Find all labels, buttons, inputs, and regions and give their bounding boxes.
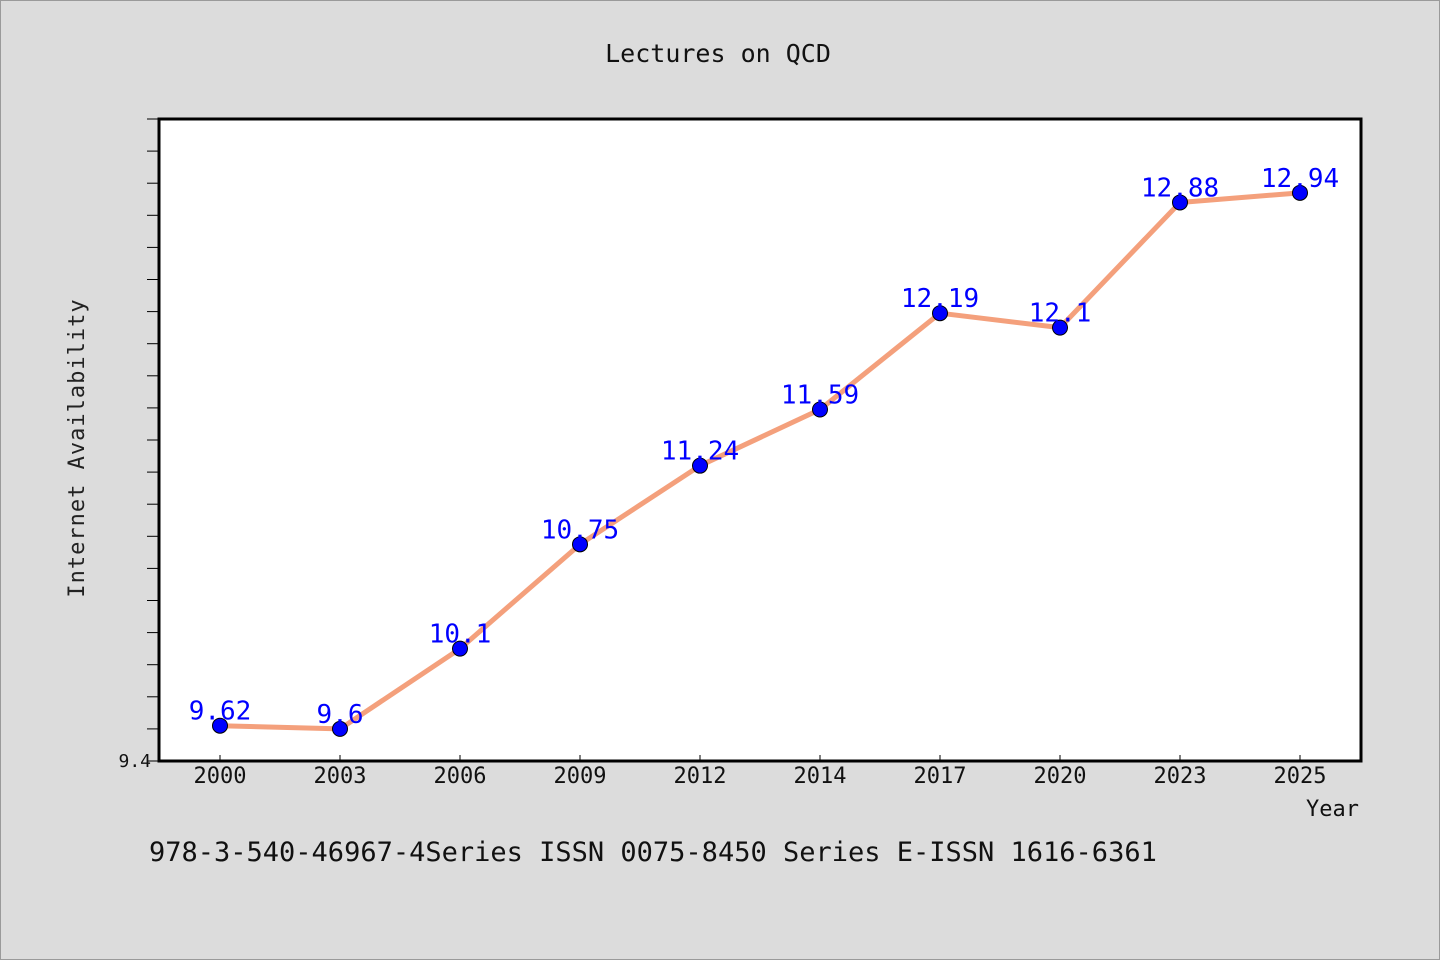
data-label: 12.19: [901, 284, 979, 314]
x-tick-label: 2003: [314, 764, 367, 789]
data-point: [212, 717, 228, 734]
data-label: 11.24: [661, 437, 739, 467]
data-label: 12.94: [1261, 164, 1339, 194]
chart-title: Lectures on QCD: [605, 39, 831, 68]
data-point: [1292, 184, 1308, 201]
x-tick-label: 2006: [434, 764, 487, 789]
data-point: [452, 640, 468, 657]
data-point: [932, 305, 948, 322]
data-label: 10.1: [429, 620, 492, 650]
data-point: [812, 401, 828, 418]
x-tick-label: 2023: [1154, 764, 1207, 789]
series-line: [217, 190, 1303, 732]
data-point: [572, 536, 588, 553]
data-point: [1052, 319, 1068, 336]
x-tick-label: 2012: [674, 764, 727, 789]
data-label: 10.75: [541, 515, 619, 545]
data-label: 9.62: [189, 697, 252, 727]
x-tick-label: 2009: [554, 764, 607, 789]
data-label: 11.59: [781, 381, 859, 411]
x-tick-label: 2014: [794, 764, 847, 789]
y-axis-label: Internet Availability: [65, 298, 90, 597]
data-point: [1172, 194, 1188, 211]
footer-text: 978-3-540-46967-4Series ISSN 0075-8450 S…: [149, 837, 1157, 868]
data-point: [692, 457, 708, 474]
data-label: 12.88: [1141, 173, 1219, 203]
series-group: 9.62 9.6 10.1 10.75 11.24 11.59 12.19 12.1 12.88…: [189, 164, 1339, 737]
x-tick-label: 2025: [1274, 764, 1327, 789]
data-point: [332, 720, 348, 737]
y-axis-ticks: [147, 118, 159, 762]
y-axis-tick-labels: 9.4: [118, 751, 151, 772]
x-axis-ticks: [219, 755, 1301, 761]
x-tick-label: 2017: [914, 764, 967, 789]
y-tick-label: 9.4: [118, 751, 151, 772]
x-axis-label: Year: [1306, 797, 1359, 822]
x-axis-tick-labels: 2000 2003 2006 2009 2012 2014 2017 2020 2023 2025: [194, 764, 1327, 789]
x-tick-label: 2020: [1034, 764, 1087, 789]
data-label: 9.6: [317, 700, 364, 730]
data-label: 12.1: [1029, 299, 1092, 329]
x-tick-label: 2000: [194, 764, 247, 789]
